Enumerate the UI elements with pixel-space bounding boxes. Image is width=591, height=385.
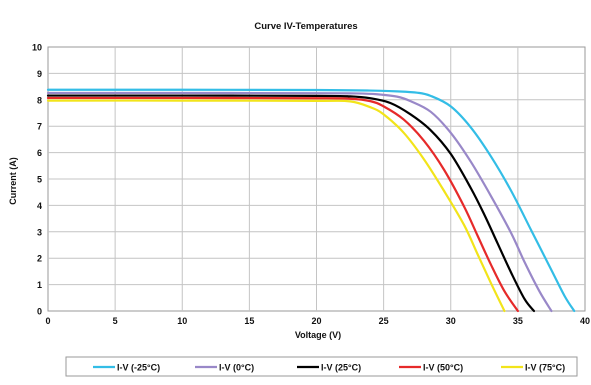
series-line — [46, 99, 506, 313]
x-axis-label: Voltage (V) — [295, 330, 341, 340]
x-tick-label: 20 — [311, 316, 321, 326]
y-tick-label: 7 — [37, 122, 42, 132]
legend-label: I-V (25°C) — [321, 363, 361, 373]
x-tick-label: 25 — [379, 316, 389, 326]
legend-label: I-V (50°C) — [423, 363, 463, 373]
legend-label: I-V (-25°C) — [117, 363, 160, 373]
x-tick-label: 30 — [446, 316, 456, 326]
series-line — [46, 91, 553, 313]
series-line — [46, 94, 536, 313]
y-tick-label: 9 — [37, 69, 42, 79]
chart-title: Curve IV-Temperatures — [254, 21, 357, 32]
x-tick-label: 15 — [244, 316, 254, 326]
x-tick-label: 10 — [177, 316, 187, 326]
legend-label: I-V (75°C) — [525, 363, 565, 373]
x-tick-label: 35 — [513, 316, 523, 326]
y-tick-label: 8 — [37, 95, 42, 105]
x-tick-label: 40 — [580, 316, 590, 326]
y-axis-label: Current (A) — [8, 157, 18, 205]
x-tick-label: 0 — [45, 316, 50, 326]
series-line — [46, 96, 519, 313]
tick-labels: 0 5 10 15 20 25 30 35 40 0 1 2 3 4 5 6 7 8 9 10 — [32, 43, 590, 327]
y-tick-label: 10 — [32, 43, 42, 53]
y-tick-label: 0 — [37, 307, 42, 317]
legend: I-V (-25°C) I-V (0°C) I-V (25°C) I-V (50°C)… — [93, 363, 565, 373]
legend-box — [65, 356, 578, 377]
y-tick-label: 5 — [37, 175, 42, 185]
legend-label: I-V (0°C) — [219, 363, 254, 373]
x-tick-label: 5 — [113, 316, 118, 326]
grid-lines — [48, 47, 585, 311]
series-lines — [46, 88, 576, 313]
series-line — [46, 88, 576, 313]
y-tick-label: 1 — [37, 280, 42, 290]
y-tick-label: 2 — [37, 254, 42, 264]
y-tick-label: 3 — [37, 227, 42, 237]
y-tick-label: 6 — [37, 148, 42, 158]
y-tick-label: 4 — [37, 201, 42, 211]
